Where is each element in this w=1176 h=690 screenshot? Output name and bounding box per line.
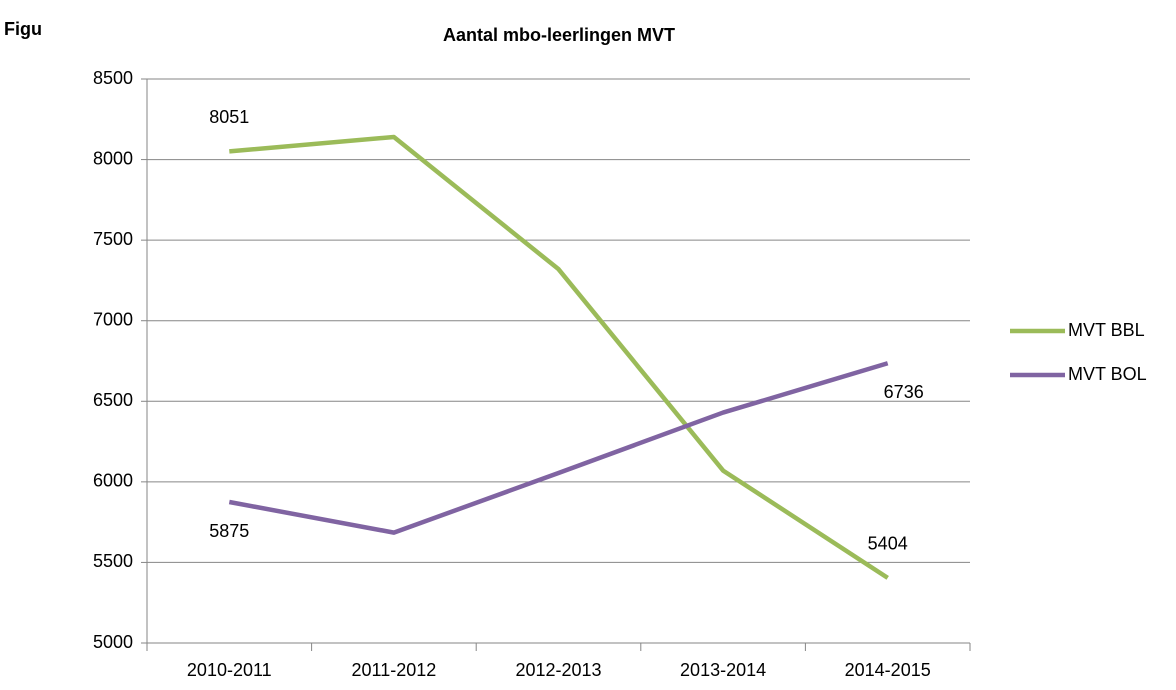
x-tick-label: 2014-2015 bbox=[845, 660, 931, 680]
y-tick-label: 6500 bbox=[93, 390, 133, 410]
y-tick-label: 7500 bbox=[93, 229, 133, 249]
x-tick-label: 2011-2012 bbox=[352, 660, 437, 680]
line-series bbox=[228, 361, 889, 535]
y-tick-label: 8500 bbox=[93, 68, 133, 88]
y-tick-label: 5000 bbox=[93, 632, 133, 652]
y-tick-label: 5500 bbox=[93, 551, 133, 571]
data-label: 5875 bbox=[209, 521, 249, 541]
line-series bbox=[229, 134, 889, 580]
data-label: 5404 bbox=[868, 534, 908, 554]
y-tick-label: 6000 bbox=[93, 471, 133, 491]
chart-title: Aantal mbo-leerlingen MVT bbox=[443, 25, 675, 45]
data-label: 8051 bbox=[209, 107, 249, 127]
x-tick-label: 2013-2014 bbox=[680, 660, 766, 680]
caption: Figu bbox=[4, 19, 42, 39]
x-tick-label: 2012-2013 bbox=[515, 660, 601, 680]
legend-label: MVT BBL bbox=[1068, 320, 1145, 340]
y-tick-label: 7000 bbox=[93, 309, 133, 329]
x-tick-label: 2010-2011 bbox=[187, 660, 272, 680]
legend-label: MVT BOL bbox=[1068, 364, 1147, 384]
y-tick-label: 8000 bbox=[93, 148, 133, 168]
data-label: 6736 bbox=[884, 382, 924, 402]
